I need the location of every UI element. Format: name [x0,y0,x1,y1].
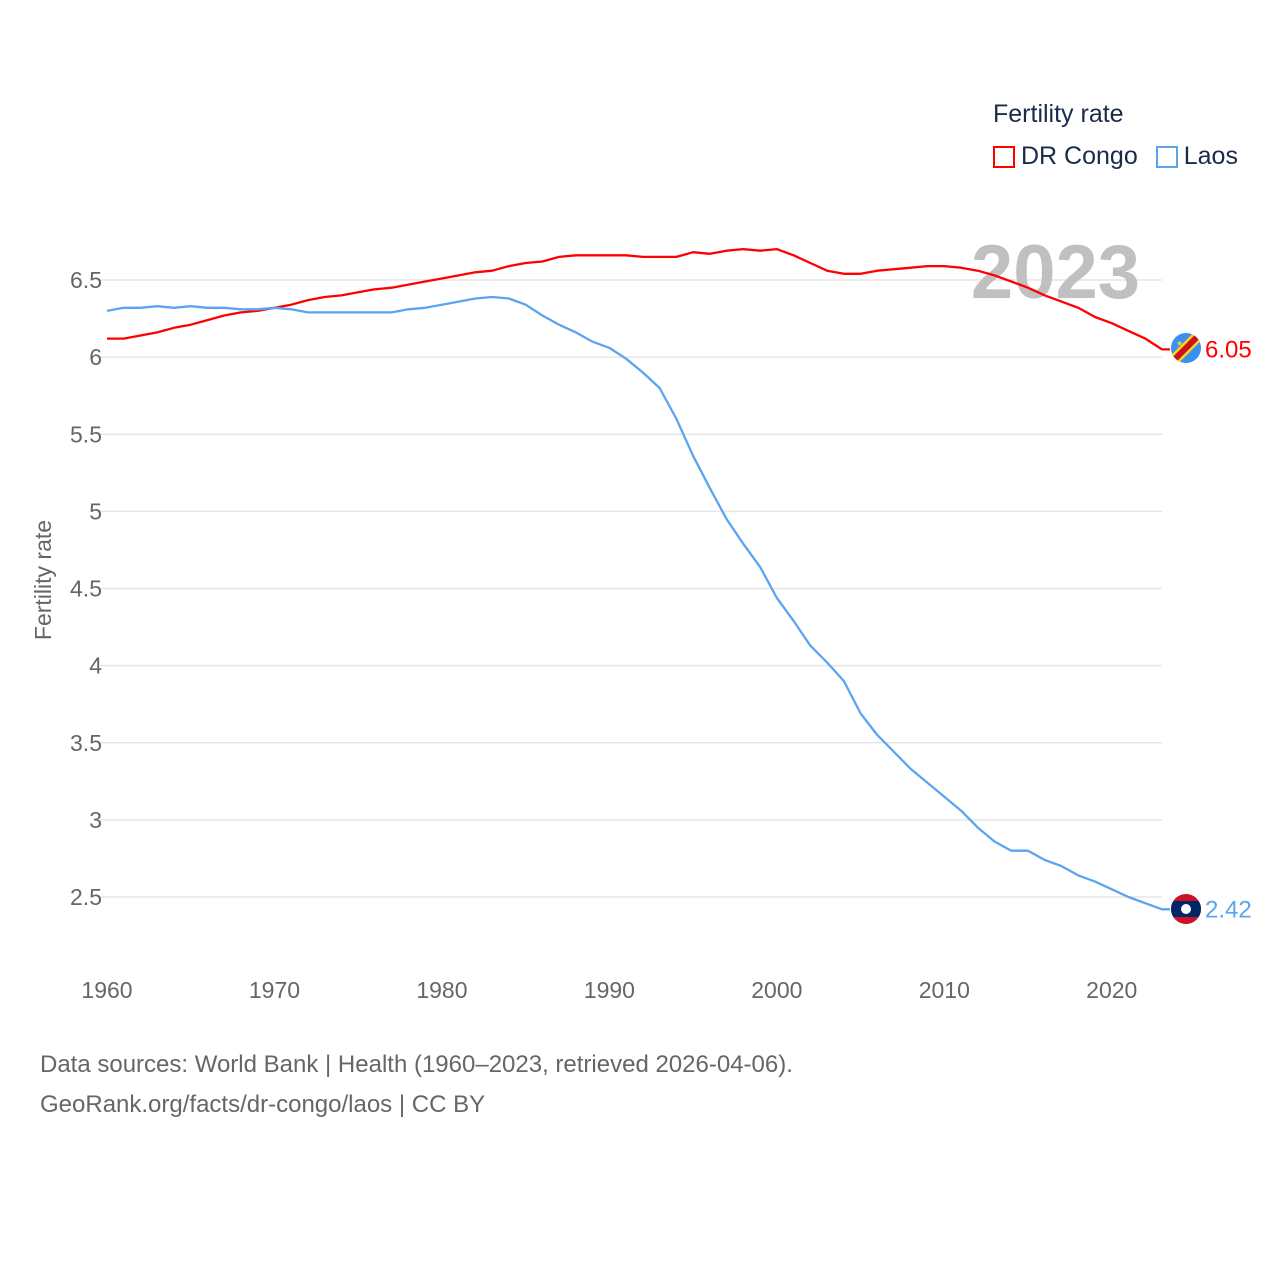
x-tick-label: 1990 [584,977,635,1003]
y-tick-label: 4.5 [70,576,102,602]
legend-item-laos[interactable]: Laos [1155,142,1238,171]
data-source-note: Data sources: World Bank | Health (1960–… [40,1051,793,1078]
y-axis-label: Fertility rate [30,520,56,640]
legend-title: Fertility rate [993,100,1124,128]
laos-flag-icon [1171,894,1201,924]
legend-label: DR Congo [1021,142,1138,170]
y-tick-label: 2.5 [70,884,102,910]
legend-swatch-dr-congo [993,145,1015,168]
y-tick-label: 4 [89,653,102,679]
end-value-label: 2.42 [1205,896,1252,923]
legend-swatch-laos [1155,145,1178,168]
source-link[interactable]: GeoRank.org/facts/dr-congo/laos | CC BY [40,1091,486,1118]
x-tick-label: 1980 [416,977,467,1003]
end-value-label: 6.05 [1205,336,1252,363]
footer: Data sources: World Bank | Health (1960–… [40,1045,793,1125]
svg-text:★: ★ [1176,339,1183,348]
x-tick-label: 1960 [81,977,132,1003]
y-tick-label: 3 [89,807,102,833]
dr-congo-flag-icon: ★ [1171,333,1201,363]
legend-label: Laos [1183,142,1238,170]
legend: DR Congo Laos [993,142,1238,171]
year-watermark: 2023 [971,230,1140,315]
series-line-laos [106,295,1170,911]
x-tick-label: 2020 [1086,977,1137,1003]
y-tick-label: 5 [89,498,102,524]
series-line-dr-congo [107,247,1170,351]
y-tick-label: 6.5 [70,267,102,293]
x-tick-label: 1970 [249,977,300,1003]
y-tick-label: 6 [89,344,102,370]
y-tick-label: 5.5 [70,421,102,447]
legend-item-dr-congo[interactable]: DR Congo [993,142,1138,171]
x-tick-label: 2010 [919,977,970,1003]
x-tick-label: 2000 [751,977,802,1003]
y-tick-label: 3.5 [70,730,102,756]
